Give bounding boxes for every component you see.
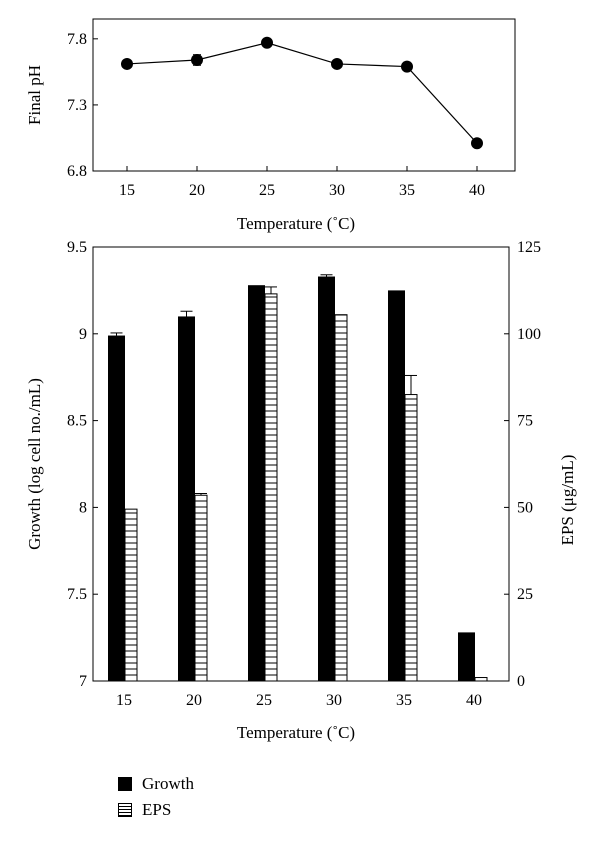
- bar-x-tick-label: 15: [116, 692, 132, 709]
- ph-data-point: [331, 57, 343, 70]
- eps-y-tick-label: 75: [517, 413, 533, 430]
- ph-x-axis-label: Temperature (˚C): [237, 214, 355, 233]
- ph-x-tick-label: 20: [189, 182, 205, 199]
- ph-chart: Final pH Temperature (˚C) 6.8 7.3 7.8 15 20 2…: [25, 18, 516, 233]
- legend-item-eps: EPS: [118, 800, 171, 820]
- bar-series: [108, 274, 488, 682]
- ph-y-axis-label: Final pH: [25, 65, 44, 125]
- growth-eps-chart: Growth (log cell no./mL) EPS (μg/mL) Tem…: [25, 239, 577, 742]
- eps-bar: [124, 508, 138, 682]
- ph-y-tick-label: 6.8: [67, 163, 87, 180]
- bar-x-tick-label: 20: [186, 692, 202, 709]
- ph-data-point: [471, 137, 483, 150]
- growth-legend-label: Growth: [142, 774, 194, 793]
- eps-bar: [264, 293, 278, 682]
- growth-bar: [318, 276, 335, 681]
- ph-series-line: [126, 42, 478, 144]
- ph-x-tick-label: 35: [399, 182, 415, 199]
- growth-y-axis-label: Growth (log cell no./mL): [25, 378, 44, 550]
- growth-bar: [248, 285, 265, 681]
- bar-x-tick-label: 25: [256, 692, 272, 709]
- ph-data-point: [191, 53, 203, 66]
- bar-x-tick-label: 40: [466, 692, 482, 709]
- eps-y-tick-label: 25: [517, 586, 533, 603]
- eps-y-tick-label: 0: [517, 673, 525, 690]
- growth-bar: [108, 335, 125, 681]
- eps-bar: [194, 494, 208, 682]
- eps-legend-swatch: [118, 803, 132, 817]
- eps-y-tick-label: 125: [517, 239, 541, 256]
- ph-x-tick-label: 15: [119, 182, 135, 199]
- growth-y-tick-label: 8: [79, 499, 87, 516]
- bar-x-tick-label: 30: [326, 692, 342, 709]
- bar-x-tick-label: 35: [396, 692, 412, 709]
- growth-y-tick-label: 8.5: [67, 413, 87, 430]
- eps-y-tick-label: 100: [517, 326, 541, 343]
- growth-y-tick-label: 7.5: [67, 586, 87, 603]
- growth-bar: [458, 632, 475, 681]
- eps-bar: [404, 394, 418, 682]
- growth-y-tick-label: 7: [79, 673, 87, 690]
- legend-item-growth: Growth: [118, 774, 194, 794]
- eps-legend-label: EPS: [142, 800, 172, 819]
- ph-plot-frame: [92, 18, 516, 172]
- ph-x-tick-label: 25: [259, 182, 275, 199]
- growth-y-tick-label: 9: [79, 326, 87, 343]
- growth-y-tick-label: 9.5: [67, 239, 87, 256]
- ph-y-tick-label: 7.3: [67, 97, 87, 114]
- bar-x-axis-label: Temperature (˚C): [237, 723, 355, 742]
- ph-y-tick-label: 7.8: [67, 31, 87, 48]
- ph-x-tick-label: 40: [469, 182, 485, 199]
- eps-bar: [334, 314, 348, 682]
- eps-y-tick-label: 50: [517, 499, 533, 516]
- ph-data-point: [401, 60, 413, 73]
- ph-data-point: [261, 36, 273, 49]
- ph-ticks: 6.8 7.3 7.8 15 20 25 30 35 40: [67, 31, 485, 199]
- ph-data-point: [121, 57, 133, 70]
- ph-series: [121, 36, 483, 150]
- eps-bar: [474, 677, 488, 682]
- growth-bar: [178, 316, 195, 681]
- growth-bar: [388, 290, 405, 681]
- eps-y-axis-label: EPS (μg/mL): [558, 455, 577, 546]
- growth-legend-swatch: [118, 777, 132, 791]
- ph-x-tick-label: 30: [329, 182, 345, 199]
- bar-ticks: 7 7.5 8 8.5 9 9.5 0 25 50 75 100 125 15 20 25 30 35 40: [67, 239, 541, 709]
- bar-plot-frame: [92, 246, 510, 682]
